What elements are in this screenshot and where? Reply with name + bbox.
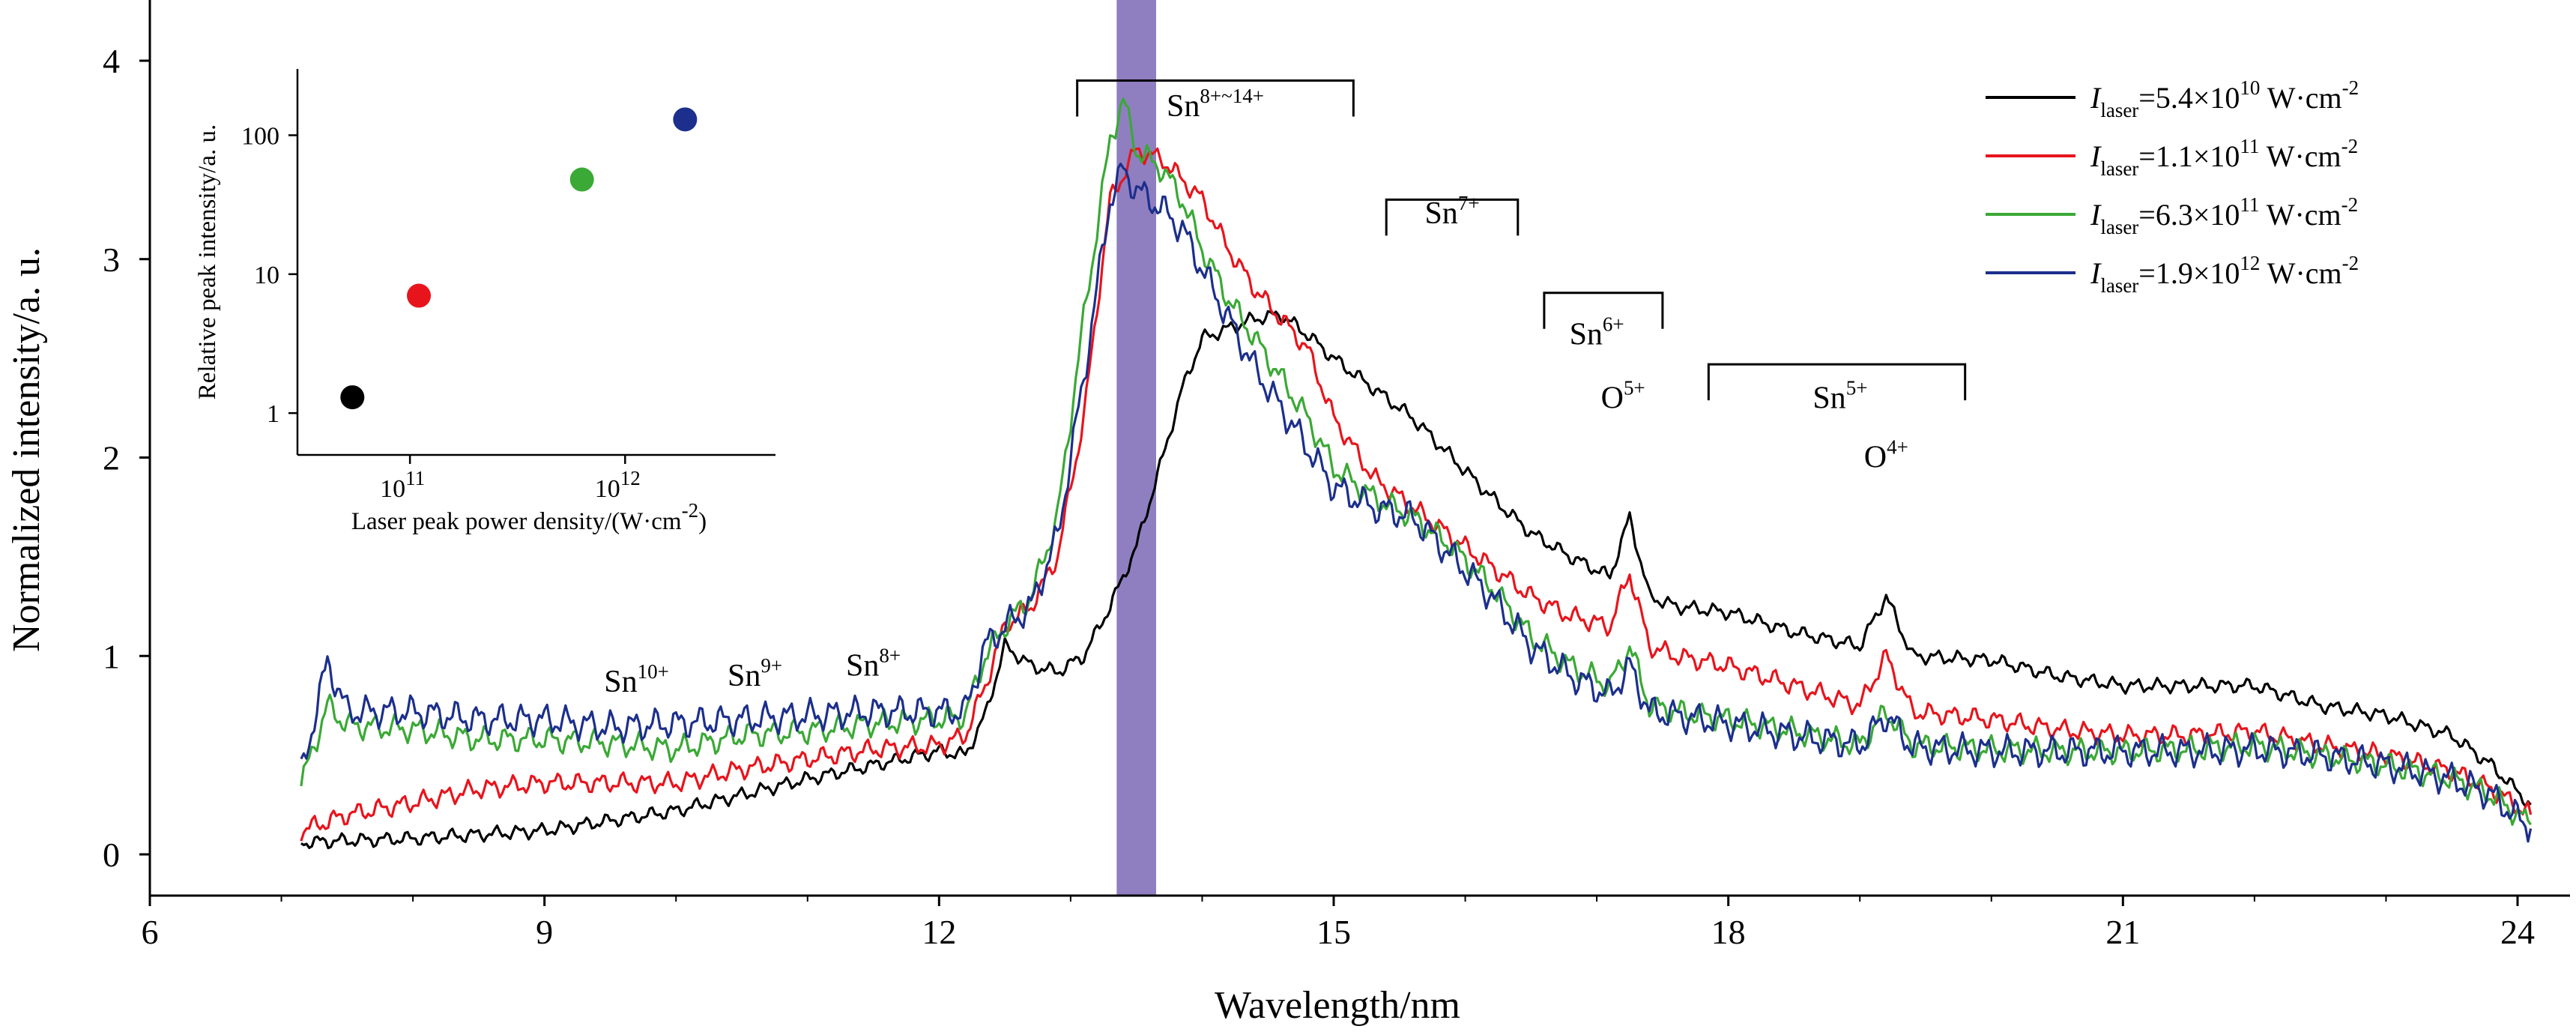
legend-value: =1.1×10: [2138, 139, 2240, 173]
legend-unit: W·cm: [2259, 198, 2341, 232]
y-tick-label: 0: [103, 836, 120, 874]
annotation-label: Sn6+: [1570, 313, 1624, 352]
bracket-8: [1707, 363, 1967, 401]
annotation-label: Sn5+: [1812, 376, 1867, 415]
inset-tick-exp: 12: [620, 467, 641, 489]
y-tick-label: 4: [103, 42, 120, 80]
inset-x-title-text: Laser peak power density/(W·cm: [351, 508, 682, 535]
inset-y-tick-label: 100: [241, 122, 279, 150]
annotation-sup: 8+: [879, 645, 901, 667]
annotation-base: Sn: [846, 649, 879, 684]
annotation-label: Sn8+: [846, 645, 901, 684]
legend-unit-exp: -2: [2341, 135, 2359, 157]
x-tick-label: 18: [1711, 913, 1746, 951]
legend-exp: 11: [2240, 193, 2259, 216]
inset-x-title-exp: -2: [682, 499, 699, 522]
bracket-4: [1076, 79, 1355, 117]
annotation-base: Sn: [1812, 381, 1845, 415]
annotation-base: Sn: [728, 659, 761, 693]
bracket-5: [1385, 198, 1520, 236]
legend-sub: laser: [2100, 216, 2138, 238]
highlight-band: [1116, 0, 1156, 896]
legend-unit-exp: -2: [2341, 193, 2359, 216]
y-tick-label: 1: [103, 637, 120, 675]
legend-label-2: Ilaser=1.1×1011 W·cm-2: [2090, 135, 2358, 180]
legend-sub: laser: [2100, 274, 2138, 297]
series-line-2: [300, 147, 2533, 842]
annotation-sup: 10+: [638, 660, 669, 683]
annotation-label: Sn7+: [1424, 192, 1479, 231]
legend-label-4: Ilaser=1.9×1012 W·cm-2: [2090, 252, 2359, 297]
legend-value: =5.4×10: [2138, 81, 2240, 115]
inset-x-tick-label: 1011: [380, 467, 425, 503]
x-tick-label: 12: [922, 913, 956, 951]
bracket-6: [1543, 292, 1664, 329]
inset-tick-base: 10: [380, 475, 405, 503]
annotation-label: O4+: [1864, 436, 1908, 475]
inset-point-3: [569, 167, 594, 192]
annotation-base: Sn: [1167, 89, 1200, 124]
inset-point-2: [407, 283, 432, 308]
legend-symbol: I: [2090, 139, 2102, 173]
y-tick-label: 3: [103, 241, 120, 279]
legend-symbol: I: [2090, 198, 2102, 232]
annotation-label: Sn10+: [604, 660, 669, 699]
x-tick-label: 6: [142, 913, 159, 951]
legend-value: =6.3×10: [2138, 198, 2240, 232]
annotation-base: O: [1864, 441, 1887, 475]
inset-y-axis-title: Relative peak intensity/a. u.: [194, 124, 221, 399]
legend-value: =1.9×10: [2138, 256, 2240, 290]
inset-y-tick-label: 10: [254, 262, 279, 289]
annotation-label: Sn8+~14+: [1167, 85, 1264, 124]
legend-exp: 12: [2240, 252, 2260, 274]
annotation-base: Sn: [604, 665, 637, 699]
x-tick-label: 9: [536, 913, 553, 951]
legend-unit-exp: -2: [2342, 76, 2359, 99]
annotation-sup: 9+: [761, 654, 782, 677]
legend-unit-exp: -2: [2342, 252, 2359, 274]
legend-sub: laser: [2100, 99, 2138, 121]
annotation-sup: 4+: [1887, 436, 1908, 459]
x-tick-label: 24: [2500, 913, 2535, 951]
legend-unit: W·cm: [2260, 81, 2341, 115]
inset-x-axis-title: Laser peak power density/(W·cm-2): [351, 499, 707, 535]
legend-unit: W·cm: [2259, 139, 2341, 173]
annotation-sup: 6+: [1603, 313, 1624, 336]
legend-symbol: I: [2090, 81, 2102, 115]
legend-symbol: I: [2090, 256, 2102, 290]
inset-y-tick-label: 1: [267, 400, 279, 428]
legend-unit: W·cm: [2260, 256, 2341, 290]
annotation-sup: 5+: [1846, 376, 1868, 399]
y-tick-label: 2: [103, 439, 120, 477]
x-tick-label: 21: [2105, 913, 2140, 951]
annotation-sup: 8+~14+: [1200, 85, 1264, 107]
y-axis-title: Normalized intensity/a. u.: [5, 247, 48, 652]
legend-label-1: Ilaser=5.4×1010 W·cm-2: [2090, 76, 2359, 121]
x-axis-title: Wavelength/nm: [1215, 984, 1460, 1027]
legend-label-3: Ilaser=6.3×1011 W·cm-2: [2090, 193, 2358, 238]
annotation-base: O: [1601, 381, 1624, 415]
series-line-1: [300, 310, 2532, 850]
annotation-sup: 7+: [1458, 192, 1480, 214]
annotation-sup: 5+: [1624, 376, 1645, 399]
series-line-4: [300, 163, 2533, 843]
x-tick-label: 15: [1316, 913, 1351, 951]
annotation-label: Sn9+: [728, 654, 782, 693]
inset-point-4: [673, 107, 698, 132]
main-plot: 6 9 12 15 18 21 2401234Wavelength/nmNormalized…: [5, 0, 2570, 1027]
legend-sub: laser: [2100, 157, 2138, 180]
legend-exp: 10: [2240, 76, 2260, 99]
inset-tick-exp: 11: [405, 467, 425, 489]
annotation-base: Sn: [1570, 318, 1603, 352]
annotation-label: O5+: [1601, 376, 1645, 415]
inset-x-tick-label: 1012: [595, 467, 641, 503]
inset-tick-base: 10: [595, 475, 620, 503]
legend-exp: 11: [2240, 135, 2259, 157]
inset-point-1: [340, 385, 365, 410]
inset-x-title-close: ): [698, 508, 707, 535]
annotation-base: Sn: [1424, 196, 1457, 231]
